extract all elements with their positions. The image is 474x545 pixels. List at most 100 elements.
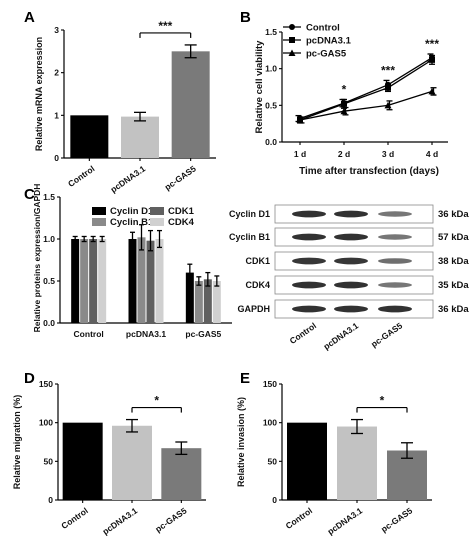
y-tick-label: 0.5: [43, 276, 55, 286]
x-tick-label: 3 d: [382, 149, 394, 159]
panel-letter-d: D: [24, 370, 35, 387]
y-tick-label: 0.0: [265, 137, 277, 147]
blot-kda-label: 35 kDa: [438, 280, 469, 291]
data-point: [296, 116, 304, 123]
bar: [112, 425, 152, 500]
bar: [203, 279, 212, 323]
blot-band: [334, 305, 368, 313]
legend-label: CDK1: [168, 206, 195, 217]
bar: [185, 272, 194, 323]
bar: [146, 240, 155, 323]
legend-marker: [288, 49, 296, 56]
data-point: [340, 107, 348, 115]
bar: [287, 422, 327, 500]
legend-swatch: [150, 207, 164, 215]
y-axis-label: Relative cell viability: [254, 40, 265, 134]
y-tick-label: 0.0: [43, 318, 55, 328]
y-tick-label: 1.5: [265, 27, 277, 37]
panel-letter-e: E: [240, 370, 250, 387]
blot-protein-label: GAPDH: [237, 304, 270, 314]
blot-band: [334, 281, 368, 289]
panel-letter-a: A: [24, 9, 35, 26]
y-tick-label: 100: [39, 418, 53, 428]
series-line: [299, 59, 433, 121]
blot-band: [378, 211, 412, 217]
legend-label: Cyclin B1: [110, 217, 154, 228]
data-point: [341, 100, 347, 107]
significance-label: *: [380, 394, 385, 408]
bar: [155, 239, 164, 323]
panel-c-western-blot: Cyclin D1 36 kDa Cyclin B1 57 kDa CDK1 38 kDa…: [229, 204, 469, 352]
blot-band: [292, 305, 326, 313]
legend-swatch: [92, 218, 106, 226]
blot-kda-label: 38 kDa: [438, 256, 469, 267]
bar: [161, 448, 202, 500]
blot-kda-label: 36 kDa: [438, 304, 469, 315]
y-tick-label: 3: [54, 25, 59, 35]
blot-band: [334, 257, 368, 265]
significance-label: ***: [381, 63, 395, 77]
blot-protein-label: Cyclin B1: [229, 232, 270, 242]
significance-label: ***: [158, 19, 172, 33]
blot-kda-label: 36 kDa: [438, 209, 469, 220]
data-point: [384, 101, 392, 109]
bar: [98, 239, 107, 323]
legend-label: CDK4: [168, 217, 195, 228]
y-tick-label: 50: [44, 456, 54, 466]
blot-protein-label: Cyclin D1: [229, 209, 270, 219]
x-tick-label: pcDNA3.1: [126, 329, 166, 339]
bar: [71, 239, 80, 323]
blot-band: [292, 210, 326, 218]
legend-marker: [289, 24, 295, 30]
panel-b-chart: 0.0 0.5 1.0 1.5 1 d 2 d 3 d 4 d Time after trans…: [254, 23, 448, 177]
blot-protein-label: CDK4: [245, 280, 270, 290]
legend-marker: [289, 37, 295, 43]
y-axis-label: Relative mRNA expression: [34, 37, 44, 151]
blot-band: [292, 281, 326, 289]
blot-band: [378, 258, 412, 264]
blot-band: [334, 210, 368, 218]
panel-letter-b: B: [240, 9, 251, 26]
y-tick-label: 0: [272, 495, 277, 505]
blot-protein-label: CDK1: [245, 256, 270, 266]
bar: [194, 281, 203, 323]
bar: [89, 239, 98, 323]
x-tick-label: pc-GAS5: [185, 329, 221, 339]
legend-label: pc-GAS5: [306, 49, 347, 60]
blot-band: [292, 233, 326, 241]
y-axis-label: Relative proteins expression/GAPDH: [32, 184, 42, 333]
y-tick-label: 100: [263, 418, 277, 428]
significance-label: *: [342, 82, 347, 96]
bar: [80, 239, 89, 323]
blot-band: [378, 282, 412, 288]
bar: [212, 281, 221, 323]
data-point: [428, 87, 436, 95]
panel-c-chart: 0.0 0.5 1.0 1.5 Control pcDNA3.1 pc-GAS5 Relati…: [32, 184, 232, 339]
y-tick-label: 50: [268, 456, 278, 466]
legend-label: Control: [306, 23, 340, 34]
y-axis-label: Relative invasion (%): [236, 397, 246, 487]
legend-label: pcDNA3.1: [306, 36, 352, 47]
panel-letter-c: C: [24, 186, 35, 203]
bar: [70, 115, 109, 158]
y-tick-label: 150: [263, 379, 277, 389]
blot-band: [334, 233, 368, 241]
y-tick-label: 1: [54, 110, 59, 120]
y-tick-label: 2: [54, 68, 59, 78]
blot-band: [378, 305, 412, 313]
data-point: [429, 56, 435, 63]
legend-label: Cyclin D1: [110, 206, 154, 217]
bar: [121, 116, 159, 158]
y-tick-label: 0: [54, 153, 59, 163]
y-axis-label: Relative migration (%): [12, 395, 22, 490]
significance-label: *: [154, 394, 159, 408]
y-tick-label: 1.0: [265, 64, 277, 74]
y-tick-label: 0: [48, 495, 53, 505]
y-tick-label: 150: [39, 379, 53, 389]
blot-band: [292, 257, 326, 265]
legend-swatch: [92, 207, 106, 215]
bar: [62, 422, 103, 500]
significance-label: ***: [425, 37, 439, 51]
